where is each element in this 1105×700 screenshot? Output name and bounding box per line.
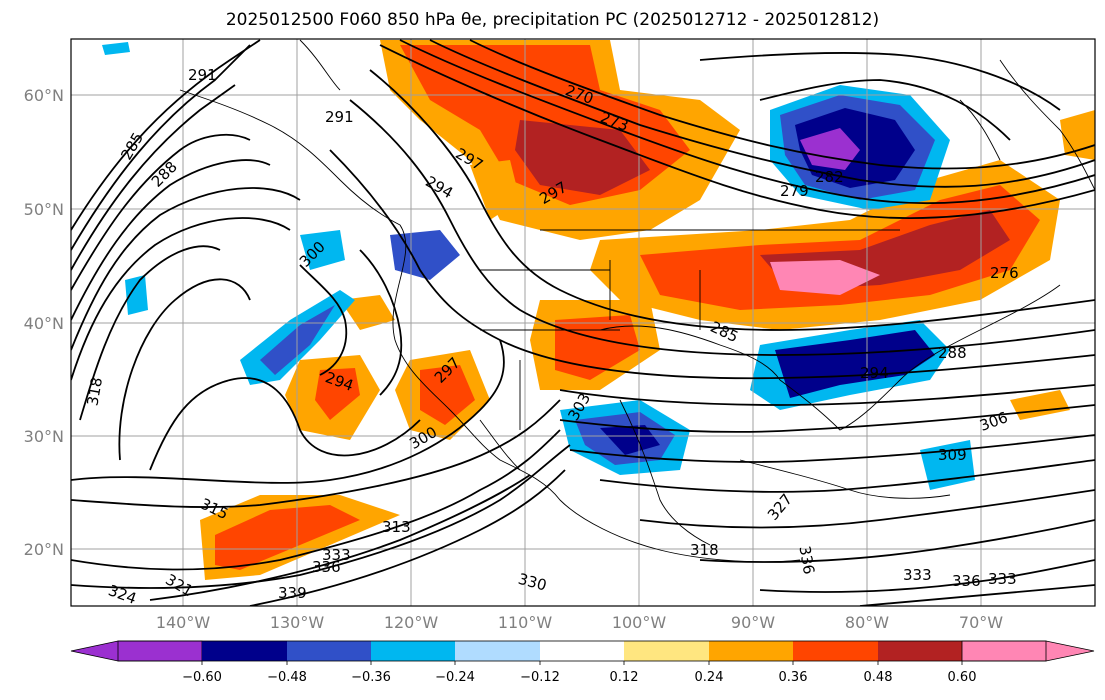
- colorbar-label: 0.24: [695, 670, 724, 685]
- contour-label: 313: [382, 518, 411, 536]
- lon-tick-label: 70°W: [959, 613, 1003, 632]
- contour-label: 318: [83, 376, 106, 407]
- contour-label: 336: [312, 558, 341, 576]
- lat-tick-label: 40°N: [24, 314, 64, 333]
- negative-shading: [102, 42, 975, 490]
- latitude-labels: 60°N 50°N 40°N 30°N 20°N: [24, 86, 64, 559]
- lon-tick-label: 120°W: [384, 613, 439, 632]
- colorbar-segment: [624, 641, 709, 661]
- contour-label: 333: [988, 570, 1017, 588]
- theta-e-contours: [71, 39, 1095, 606]
- colorbar-segment: [371, 641, 455, 661]
- contour-label: 291: [325, 108, 354, 126]
- colorbar-label: 0.12: [610, 670, 639, 685]
- positive-shading: [200, 40, 1095, 580]
- longitude-labels: 140°W 130°W 120°W 110°W 100°W 90°W 80°W …: [156, 613, 1003, 632]
- lon-tick-label: 140°W: [156, 613, 211, 632]
- map-panel: 291 291 285 288 297 294 270 273 276 279 …: [71, 39, 1095, 606]
- contour-label: 336: [952, 572, 981, 590]
- lat-tick-label: 20°N: [24, 540, 64, 559]
- colorbar-label: 0.36: [779, 670, 808, 685]
- colorbar: −0.60 −0.48 −0.36 −0.24 −0.12 0.12 0.24 …: [70, 640, 1095, 685]
- contour-label: 309: [938, 446, 967, 464]
- lat-tick-label: 50°N: [24, 200, 64, 219]
- contour-label: 318: [690, 541, 719, 559]
- lon-tick-label: 130°W: [270, 613, 325, 632]
- lon-tick-label: 90°W: [731, 613, 775, 632]
- map-title: 2025012500 F060 850 hPa θe, precipitatio…: [225, 10, 880, 30]
- colorbar-label: −0.48: [267, 670, 307, 685]
- colorbar-label: −0.36: [351, 670, 391, 685]
- contour-label: 288: [938, 344, 967, 362]
- contour-label: 339: [278, 584, 307, 602]
- colorbar-segment: [540, 641, 624, 661]
- lon-tick-label: 100°W: [612, 613, 667, 632]
- colorbar-label: −0.24: [435, 670, 475, 685]
- colorbar-segment: [455, 641, 540, 661]
- colorbar-label: −0.60: [182, 670, 222, 685]
- coastlines: [179, 39, 1095, 563]
- colorbar-segment: [709, 641, 793, 661]
- colorbar-segment: [793, 641, 878, 661]
- colorbar-segment: [878, 641, 962, 661]
- colorbar-segment: [961, 640, 1095, 662]
- lon-tick-label: 80°W: [845, 613, 889, 632]
- contour-label: 333: [322, 546, 351, 564]
- contour-label: 294: [860, 364, 889, 382]
- colorbar-segment: [70, 640, 203, 662]
- lon-tick-label: 110°W: [498, 613, 553, 632]
- colorbar-label: 0.60: [948, 670, 977, 685]
- contour-label: 333: [903, 566, 932, 584]
- contour-label: 336: [795, 544, 818, 575]
- colorbar-label: 0.48: [864, 670, 893, 685]
- contour-label: 291: [188, 66, 217, 84]
- lat-lon-grid: [71, 39, 1095, 606]
- map-frame: [70, 38, 1096, 607]
- colorbar-segment: [202, 641, 287, 661]
- lat-tick-label: 60°N: [24, 86, 64, 105]
- lat-tick-label: 30°N: [24, 427, 64, 446]
- contour-label: 282: [815, 168, 844, 186]
- colorbar-segment: [287, 641, 371, 661]
- contour-label: 276: [990, 264, 1019, 282]
- contour-label: 279: [780, 182, 809, 200]
- colorbar-label: −0.12: [520, 670, 560, 685]
